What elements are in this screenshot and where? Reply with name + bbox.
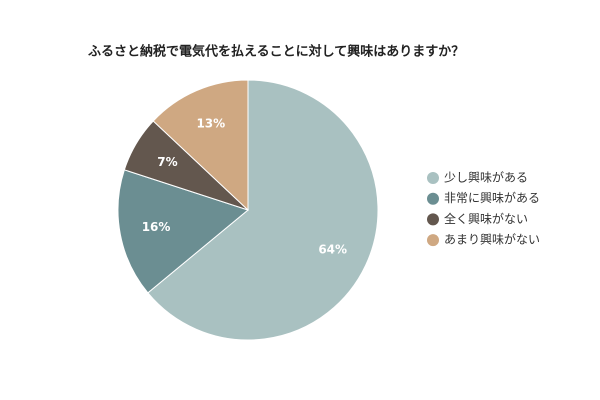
chart-title: ふるさと納税で電気代を払えることに対して興味はありますか？ [88, 44, 464, 60]
data-label: 7% [157, 155, 177, 169]
data-label: 64% [318, 242, 347, 256]
legend-marker [427, 234, 439, 247]
legend-label: あまり興味がない [444, 232, 540, 247]
legend-marker [427, 172, 439, 184]
data-label: 13% [196, 117, 225, 131]
data-label: 16% [142, 220, 171, 234]
legend-marker [427, 192, 439, 205]
legend-marker [427, 213, 439, 226]
pie-slice [152, 79, 249, 212]
legend-label: 全く興味がない [444, 211, 528, 226]
legend-label: 少し興味がある [444, 170, 528, 185]
pie-slice [147, 79, 379, 341]
pie-slice [117, 169, 250, 294]
legend-label: 非常に興味がある [444, 190, 540, 205]
